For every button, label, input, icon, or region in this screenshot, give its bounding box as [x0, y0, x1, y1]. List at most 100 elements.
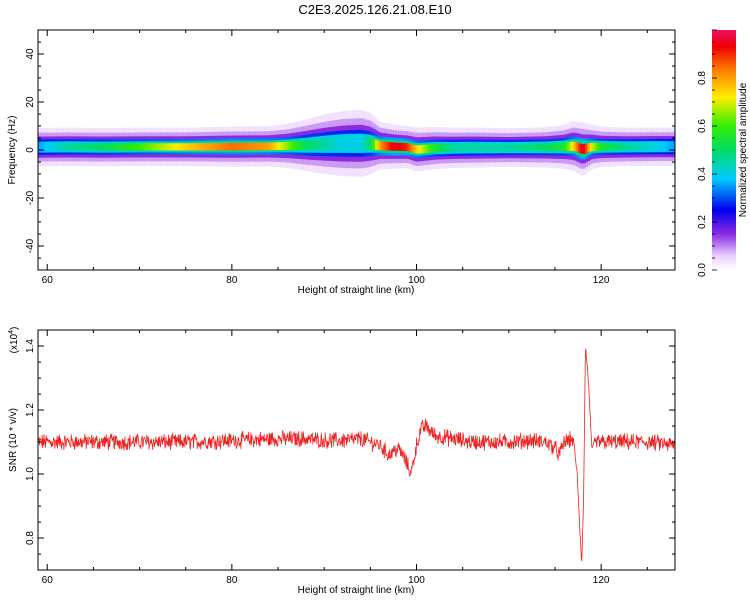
spectrogram-cell: [621, 143, 625, 151]
spectrogram-cell: [197, 143, 201, 151]
spectrogram-cell: [594, 142, 598, 151]
spectrogram-cell: [453, 144, 457, 152]
spectrogram-cell: [529, 143, 533, 152]
spectrogram-cell: [614, 143, 618, 151]
y-tick-label: 40: [25, 48, 36, 60]
spectrogram-cell: [386, 141, 390, 151]
spectrogram-cell: [284, 141, 288, 151]
x-tick-label: 60: [42, 575, 54, 586]
spectrogram-cell: [342, 137, 346, 150]
spectrogram-cell: [508, 143, 512, 152]
spectrogram-cell: [361, 137, 365, 150]
spectrogram-cell: [201, 143, 205, 151]
spectrogram-cell: [109, 143, 113, 151]
spectrogram-cell: [257, 142, 261, 151]
spectrogram-cell: [377, 140, 381, 151]
spectrogram-cell: [541, 143, 545, 152]
spectrogram-cell: [624, 143, 628, 151]
spectrogram-cell: [365, 137, 369, 150]
spectrogram-cell: [430, 144, 434, 153]
spectrogram-cell: [220, 142, 224, 151]
spectrogram-cell: [158, 143, 161, 151]
colorbar-tick-label: 0.2: [697, 215, 708, 229]
spectrogram-cell: [264, 142, 268, 151]
spectrogram-cell: [111, 143, 115, 151]
snr-panel: 60 80 100 120 0.8 1.0 1.2 1.4 Height of straigh…: [8, 327, 676, 596]
snr-ylabel: SNR (10 * v/v): [8, 408, 19, 472]
spectrogram-cell: [494, 143, 498, 152]
spectrogram-cell: [531, 143, 535, 152]
spectrogram-cell: [95, 143, 99, 151]
spectrogram-cell: [356, 137, 360, 150]
spectrogram-cell: [77, 143, 81, 151]
spectrogram-cell: [451, 144, 455, 152]
spectrogram-cell: [206, 143, 210, 151]
spectrogram-cell: [561, 142, 565, 152]
spectrogram-cell: [393, 142, 397, 151]
colorbar-tick-label: 0.0: [697, 263, 708, 277]
svg-text:(x104): (x104): [8, 327, 20, 354]
spectrogram-cell: [328, 138, 332, 150]
spectrogram-panel: 60 80 100 120 -40 -20 0 20 40 Height of straight…: [7, 29, 749, 296]
spectrogram-cell: [418, 145, 422, 154]
spectrogram-cell: [310, 139, 314, 150]
spectrogram-cell: [416, 145, 420, 154]
spectrogram-cell: [568, 141, 572, 151]
snr-plot-area: [38, 330, 675, 570]
spectrogram-cell: [589, 142, 593, 152]
spectrogram-cell: [490, 143, 494, 152]
spectrogram-cell: [573, 141, 577, 152]
spectrogram-cell: [536, 143, 540, 152]
spectrogram-cell: [188, 143, 191, 151]
spectrogram-cell: [663, 143, 667, 151]
spectrogram-cell: [439, 144, 443, 152]
colorbar-tick-label: 0.6: [697, 119, 708, 133]
spectrogram-cell: [520, 143, 524, 152]
spectrogram-cell: [211, 143, 215, 151]
spectrogram-cell: [312, 139, 316, 150]
spectrogram-cell: [513, 143, 517, 152]
x-tick-label: 80: [226, 275, 238, 286]
snr-multiplier: (x104): [8, 327, 20, 354]
spectrogram-cell: [545, 143, 549, 152]
spectrogram-cell: [324, 138, 328, 150]
spectrogram-cell: [582, 144, 586, 154]
spectrogram-cell: [171, 143, 175, 151]
spectrogram-cell: [104, 143, 108, 151]
spectrogram-cell: [566, 142, 570, 151]
spectrogram-cell: [234, 142, 238, 151]
spectrogram-cell: [428, 144, 431, 153]
spectrogram-cell: [358, 137, 362, 150]
spectrogram-cell: [74, 143, 78, 151]
spectrogram-cell: [65, 143, 69, 151]
spectrogram-cell: [497, 143, 501, 152]
spectrogram-cell: [84, 143, 88, 151]
spectrogram-cell: [227, 142, 231, 151]
spectrogram-cell: [534, 143, 538, 152]
spectrogram-cell: [649, 143, 653, 151]
spectrogram-cell: [114, 143, 118, 151]
spectrogram-cell: [584, 143, 588, 154]
spectrogram-cell: [167, 143, 171, 151]
spectrogram-cell: [54, 143, 58, 151]
spectrogram-cell: [631, 143, 635, 151]
x-tick-label: 60: [42, 275, 54, 286]
spectrogram-cell: [444, 144, 448, 152]
spectrogram-cell: [478, 143, 482, 152]
spectrogram-cell: [647, 143, 651, 151]
spectrogram-cell: [326, 138, 330, 150]
y-tick-label: -40: [25, 238, 36, 253]
spectrogram-cell: [504, 143, 508, 152]
spectrogram-cell: [238, 142, 242, 151]
spectrogram-cell: [668, 143, 671, 151]
snr-multiplier-exp: 4: [8, 330, 15, 334]
spectrogram-cell: [49, 143, 53, 151]
spectrogram-cell: [404, 143, 408, 152]
spectrogram-cell: [395, 142, 399, 151]
spectrogram-cell: [633, 143, 637, 151]
spectrogram-cell: [51, 143, 55, 151]
spectrogram-cell: [137, 143, 141, 151]
x-tick-label: 120: [593, 575, 610, 586]
spectrogram-cell: [331, 138, 335, 150]
spectrogram-cell: [252, 142, 256, 151]
